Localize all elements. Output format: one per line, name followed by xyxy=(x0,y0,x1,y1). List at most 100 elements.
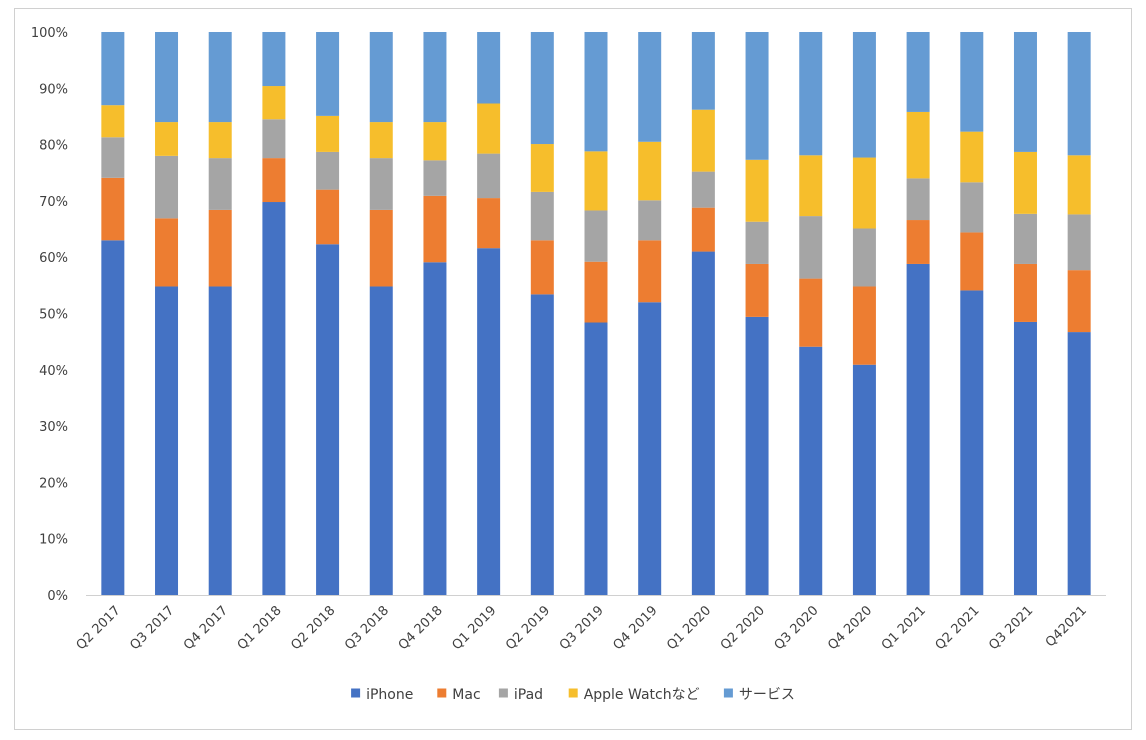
x-tick-label: Q1 2019 xyxy=(449,603,499,653)
bar-segment-4-0 xyxy=(101,32,125,106)
x-tick-label: Q3 2021 xyxy=(986,603,1036,653)
bar-segment-4-13 xyxy=(799,32,823,156)
bar-segment-1-18 xyxy=(1067,270,1091,333)
x-tick-label: Q3 2020 xyxy=(772,603,822,653)
y-tick-label: 50% xyxy=(39,308,68,323)
bar-segment-3-16 xyxy=(960,131,984,183)
bar-segment-2-17 xyxy=(1013,213,1037,264)
bar-segment-0-9 xyxy=(584,322,608,595)
legend-label-3: Apple Watchなど xyxy=(584,687,700,703)
y-tick-label: 90% xyxy=(39,82,68,97)
bar-segment-4-2 xyxy=(208,32,232,123)
legend-label-0: iPhone xyxy=(366,687,413,703)
y-tick-label: 40% xyxy=(39,364,68,379)
bar-segment-0-3 xyxy=(262,202,286,595)
legend-label-2: iPad xyxy=(514,687,543,703)
x-tick-label: Q2 2021 xyxy=(933,603,983,653)
bar-segment-4-9 xyxy=(584,32,608,152)
bar-segment-3-13 xyxy=(799,155,823,217)
x-tick-label: Q4 2017 xyxy=(181,603,231,653)
bar-segment-0-18 xyxy=(1067,332,1091,595)
bar-segment-2-4 xyxy=(316,151,340,190)
y-tick-label: 20% xyxy=(39,476,68,491)
bar-segment-0-15 xyxy=(906,263,930,595)
x-tick-label: Q4 2018 xyxy=(396,603,446,653)
bar-segment-3-18 xyxy=(1067,155,1091,215)
bar-segment-1-15 xyxy=(906,220,930,264)
bar-segment-0-11 xyxy=(691,251,715,595)
bar-segment-1-13 xyxy=(799,278,823,347)
bar-segment-2-8 xyxy=(530,191,554,241)
bar-segment-0-10 xyxy=(638,302,662,595)
bar-segment-4-5 xyxy=(369,32,393,123)
bar-segment-0-5 xyxy=(369,286,393,595)
bar-segment-2-6 xyxy=(423,160,447,196)
legend-swatch-4 xyxy=(723,688,733,698)
bar-segment-1-6 xyxy=(423,195,447,263)
legend-swatch-2 xyxy=(498,688,508,698)
bar-segment-2-3 xyxy=(262,119,286,159)
bar-segment-4-1 xyxy=(155,32,179,123)
bar-segment-0-12 xyxy=(745,316,769,595)
bar-segment-1-12 xyxy=(745,263,769,317)
legend-swatch-3 xyxy=(568,688,578,698)
bar-segment-1-10 xyxy=(638,240,662,303)
bar-segment-3-8 xyxy=(530,144,554,192)
bar-segment-4-7 xyxy=(477,32,501,104)
x-tick-label: Q2 2018 xyxy=(288,603,338,653)
bar-segment-2-9 xyxy=(584,210,608,262)
bar-segment-1-11 xyxy=(691,207,715,252)
bar-segment-2-0 xyxy=(101,137,125,178)
bar-segment-3-3 xyxy=(262,86,286,120)
y-tick-label: 10% xyxy=(39,533,68,548)
bars xyxy=(101,32,1091,595)
bar-segment-3-0 xyxy=(101,105,125,138)
bar-segment-3-2 xyxy=(208,122,232,159)
x-tick-label: Q1 2018 xyxy=(235,603,285,653)
y-tick-label: 60% xyxy=(39,251,68,266)
bar-segment-0-2 xyxy=(208,286,232,595)
x-tick-label: Q4 2019 xyxy=(610,603,660,653)
bar-segment-1-4 xyxy=(316,189,340,245)
y-tick-label: 70% xyxy=(39,195,68,210)
bar-segment-1-0 xyxy=(101,177,125,241)
x-tick-label: Q2 2020 xyxy=(718,603,768,653)
bar-segment-2-11 xyxy=(691,171,715,208)
x-tick-label: Q3 2017 xyxy=(127,603,177,653)
bar-segment-2-18 xyxy=(1067,214,1091,271)
bar-segment-1-14 xyxy=(852,286,876,365)
bar-segment-0-7 xyxy=(477,248,501,595)
bar-segment-3-17 xyxy=(1013,151,1037,214)
bar-segment-1-9 xyxy=(584,261,608,323)
legend-swatch-0 xyxy=(351,688,361,698)
y-tick-label: 100% xyxy=(31,26,68,41)
bar-segment-0-0 xyxy=(101,240,125,595)
legend-label-4: サービス xyxy=(739,687,795,703)
bar-segment-1-17 xyxy=(1013,263,1037,322)
bar-segment-2-5 xyxy=(369,158,393,210)
bar-segment-4-12 xyxy=(745,32,769,160)
bar-segment-0-6 xyxy=(423,262,447,595)
x-tick-label: Q4 2020 xyxy=(825,603,875,653)
x-tick-label: Q42021 xyxy=(1043,603,1090,650)
bar-segment-0-1 xyxy=(155,286,179,595)
bar-segment-2-14 xyxy=(852,228,876,287)
bar-segment-0-13 xyxy=(799,346,823,595)
bar-segment-3-14 xyxy=(852,157,876,229)
bar-segment-4-15 xyxy=(906,32,930,112)
bar-segment-4-3 xyxy=(262,32,286,87)
bar-segment-1-16 xyxy=(960,232,984,291)
bar-segment-4-6 xyxy=(423,32,447,123)
bar-segment-0-14 xyxy=(852,364,876,595)
bar-segment-2-1 xyxy=(155,155,179,219)
bar-segment-3-5 xyxy=(369,122,393,159)
bar-segment-4-10 xyxy=(638,32,662,142)
y-tick-label: 30% xyxy=(39,420,68,435)
bar-segment-4-17 xyxy=(1013,32,1037,152)
bar-segment-2-13 xyxy=(799,216,823,279)
x-tick-label: Q1 2021 xyxy=(879,603,929,653)
bar-segment-2-12 xyxy=(745,221,769,264)
bar-segment-1-7 xyxy=(477,198,501,249)
bar-segment-0-8 xyxy=(530,294,554,595)
bar-segment-3-1 xyxy=(155,122,179,156)
